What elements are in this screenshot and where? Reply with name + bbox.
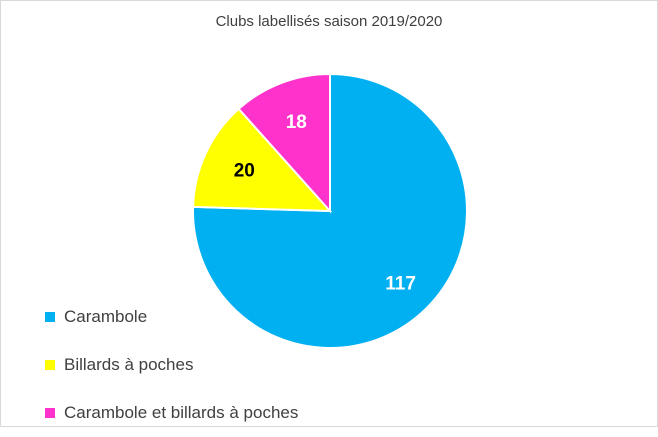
legend-label-3: Carambole et billards à poches <box>64 403 299 422</box>
legend-label-1: Carambole <box>64 307 148 326</box>
legend-swatch-2 <box>45 360 55 370</box>
legend-label-2: Billards à poches <box>64 355 194 374</box>
pie-slice-2 <box>192 107 333 213</box>
legend-swatch-1 <box>45 312 55 322</box>
chart-title: Clubs labellisés saison 2019/2020 <box>215 13 443 30</box>
legend-item-1: Carambole <box>45 293 298 341</box>
data-label-2: 20 <box>234 161 255 182</box>
legend-item-2: Billards à poches <box>45 341 298 389</box>
chart-area: Clubs labellisés saison 2019/2020 117 20 1… <box>0 0 658 427</box>
data-label-1: 117 <box>385 273 416 294</box>
legend-item-3: Carambole et billards à poches <box>45 389 298 437</box>
chart-legend: Carambole Billards à poches Carambole et b… <box>45 293 298 437</box>
pie-chart: 117 20 18 <box>192 72 468 349</box>
legend-swatch-3 <box>45 408 55 418</box>
pie-slice-3 <box>237 72 331 214</box>
data-label-3: 18 <box>286 112 307 133</box>
